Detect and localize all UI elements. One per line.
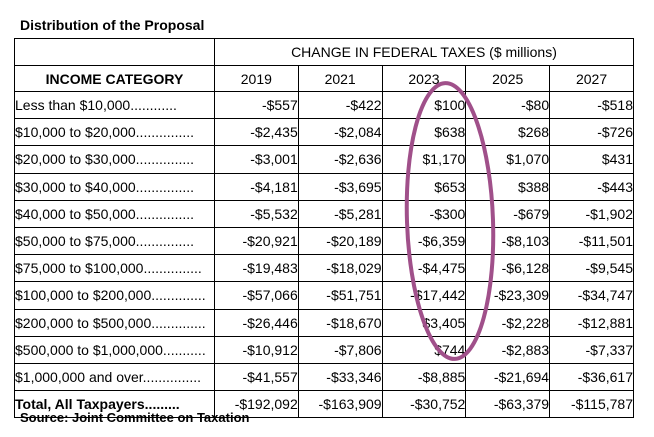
- tax-change-value: -$41,557: [213, 362, 299, 392]
- total-value: -$163,909: [297, 390, 383, 419]
- tax-change-value: -$8,103: [465, 226, 551, 256]
- tax-change-value: $653: [381, 172, 467, 201]
- tax-change-value: -$7,806: [297, 335, 383, 364]
- tax-change-value: $638: [381, 118, 467, 147]
- tax-change-value: -$518: [549, 90, 634, 120]
- year-header: 2023: [381, 65, 467, 92]
- table-row: $500,000 to $1,000,000........... -$10,91…: [14, 335, 634, 364]
- tax-change-value: -$2,636: [297, 145, 383, 174]
- income-category-label: $500,000 to $1,000,000...........: [14, 335, 215, 364]
- year-header: 2021: [297, 65, 383, 92]
- tax-distribution-table: CHANGE IN FEDERAL TAXES ($ millions) INC…: [14, 38, 635, 419]
- tax-change-value: -$36,617: [549, 362, 634, 392]
- tax-change-value: -$9,545: [549, 254, 634, 283]
- tax-change-value: -$5,281: [297, 199, 383, 228]
- tax-change-value: -$57,066: [213, 281, 299, 310]
- tax-change-value: -$33,346: [297, 362, 383, 392]
- income-category-label: $100,000 to $200,000..............: [14, 281, 215, 310]
- tax-change-value: -$26,446: [213, 308, 299, 337]
- tax-change-value: -$12,881: [549, 308, 634, 337]
- tax-change-value: -$2,084: [297, 118, 383, 147]
- tax-change-value: -$726: [549, 118, 634, 147]
- tax-change-value: -$2,228: [465, 308, 551, 337]
- tax-change-value: -$7,337: [549, 335, 634, 364]
- header-corner: [14, 38, 215, 66]
- tax-change-value: -$34,747: [549, 281, 634, 310]
- total-value: -$115,787: [549, 390, 634, 419]
- table-row: $1,000,000 and over............... -$41,5…: [14, 362, 634, 392]
- tax-change-value: $388: [465, 172, 551, 201]
- tax-change-value: $744: [381, 335, 467, 364]
- tax-change-value: -$5,532: [213, 199, 299, 228]
- tax-change-value: -$2,435: [213, 118, 299, 147]
- table-row: $20,000 to $30,000............... -$3,001…: [14, 145, 634, 174]
- tax-change-value: -$8,885: [381, 362, 467, 392]
- income-category-label: $30,000 to $40,000...............: [14, 172, 215, 201]
- income-category-label: $1,000,000 and over...............: [14, 362, 215, 392]
- tax-change-value: -$1,902: [549, 199, 634, 228]
- table-row: $200,000 to $500,000.............. -$26,4…: [14, 308, 634, 337]
- income-category-label: $75,000 to $100,000...............: [14, 254, 215, 283]
- tax-change-value: $431: [549, 145, 634, 174]
- table-row: $40,000 to $50,000............... -$5,532…: [14, 199, 634, 228]
- tax-change-value: -$4,475: [381, 254, 467, 283]
- tax-change-value: -$10,912: [213, 335, 299, 364]
- tax-change-value: -$18,029: [297, 254, 383, 283]
- table-row: $30,000 to $40,000............... -$4,181…: [14, 172, 634, 201]
- table-row: $10,000 to $20,000............... -$2,435…: [14, 118, 634, 147]
- income-category-header: INCOME CATEGORY: [14, 65, 215, 92]
- income-category-label: $20,000 to $30,000...............: [14, 145, 215, 174]
- tax-change-value: -$20,189: [297, 226, 383, 256]
- tax-change-value: -$3,001: [213, 145, 299, 174]
- tax-change-value: $3,405: [381, 308, 467, 337]
- tax-change-value: -$422: [297, 90, 383, 120]
- tax-change-value: -$6,359: [381, 226, 467, 256]
- table-row: $100,000 to $200,000.............. -$57,0…: [14, 281, 634, 310]
- tax-change-value: -$3,695: [297, 172, 383, 201]
- income-category-label: $10,000 to $20,000...............: [14, 118, 215, 147]
- tax-change-value: -$21,694: [465, 362, 551, 392]
- tax-change-value: -$18,670: [297, 308, 383, 337]
- table-title: Distribution of the Proposal: [20, 17, 205, 33]
- income-category-label: $40,000 to $50,000...............: [14, 199, 215, 228]
- total-label: Total, All Taxpayers.........: [14, 390, 215, 419]
- table-row: $50,000 to $75,000............... -$20,92…: [14, 226, 634, 256]
- tax-change-value: -$23,309: [465, 281, 551, 310]
- tax-change-value: $1,070: [465, 145, 551, 174]
- tax-change-value: -$80: [465, 90, 551, 120]
- total-value: -$63,379: [465, 390, 551, 419]
- income-category-label: $200,000 to $500,000..............: [14, 308, 215, 337]
- tax-change-value: -$17,442: [381, 281, 467, 310]
- tax-change-value: -$2,883: [465, 335, 551, 364]
- tax-change-value: -$443: [549, 172, 634, 201]
- total-value: -$30,752: [381, 390, 467, 419]
- total-value: -$192,092: [213, 390, 299, 419]
- total-row: Total, All Taxpayers......... -$192,092 …: [14, 390, 634, 419]
- tax-change-value: -$679: [465, 199, 551, 228]
- year-header: 2019: [213, 65, 299, 92]
- income-category-label: Less than $10,000............: [14, 90, 215, 120]
- year-header: 2027: [549, 65, 634, 92]
- source-note: Source: Joint Committee on Taxation: [20, 410, 250, 425]
- tax-change-value: $1,170: [381, 145, 467, 174]
- income-category-label: $50,000 to $75,000...............: [14, 226, 215, 256]
- tax-change-value: -$557: [213, 90, 299, 120]
- tax-change-value: -$300: [381, 199, 467, 228]
- table-row: $75,000 to $100,000............... -$19,4…: [14, 254, 634, 283]
- tax-change-value: -$19,483: [213, 254, 299, 283]
- tax-change-value: -$20,921: [213, 226, 299, 256]
- tax-change-value: $268: [465, 118, 551, 147]
- year-header: 2025: [465, 65, 551, 92]
- tax-change-value: -$6,128: [465, 254, 551, 283]
- tax-change-value: -$51,751: [297, 281, 383, 310]
- change-in-taxes-header: CHANGE IN FEDERAL TAXES ($ millions): [213, 38, 635, 66]
- table-row: Less than $10,000............ -$557 -$422 $…: [14, 90, 634, 120]
- tax-change-value: -$11,501: [549, 226, 634, 256]
- tax-change-value: $100: [381, 90, 467, 120]
- tax-change-value: -$4,181: [213, 172, 299, 201]
